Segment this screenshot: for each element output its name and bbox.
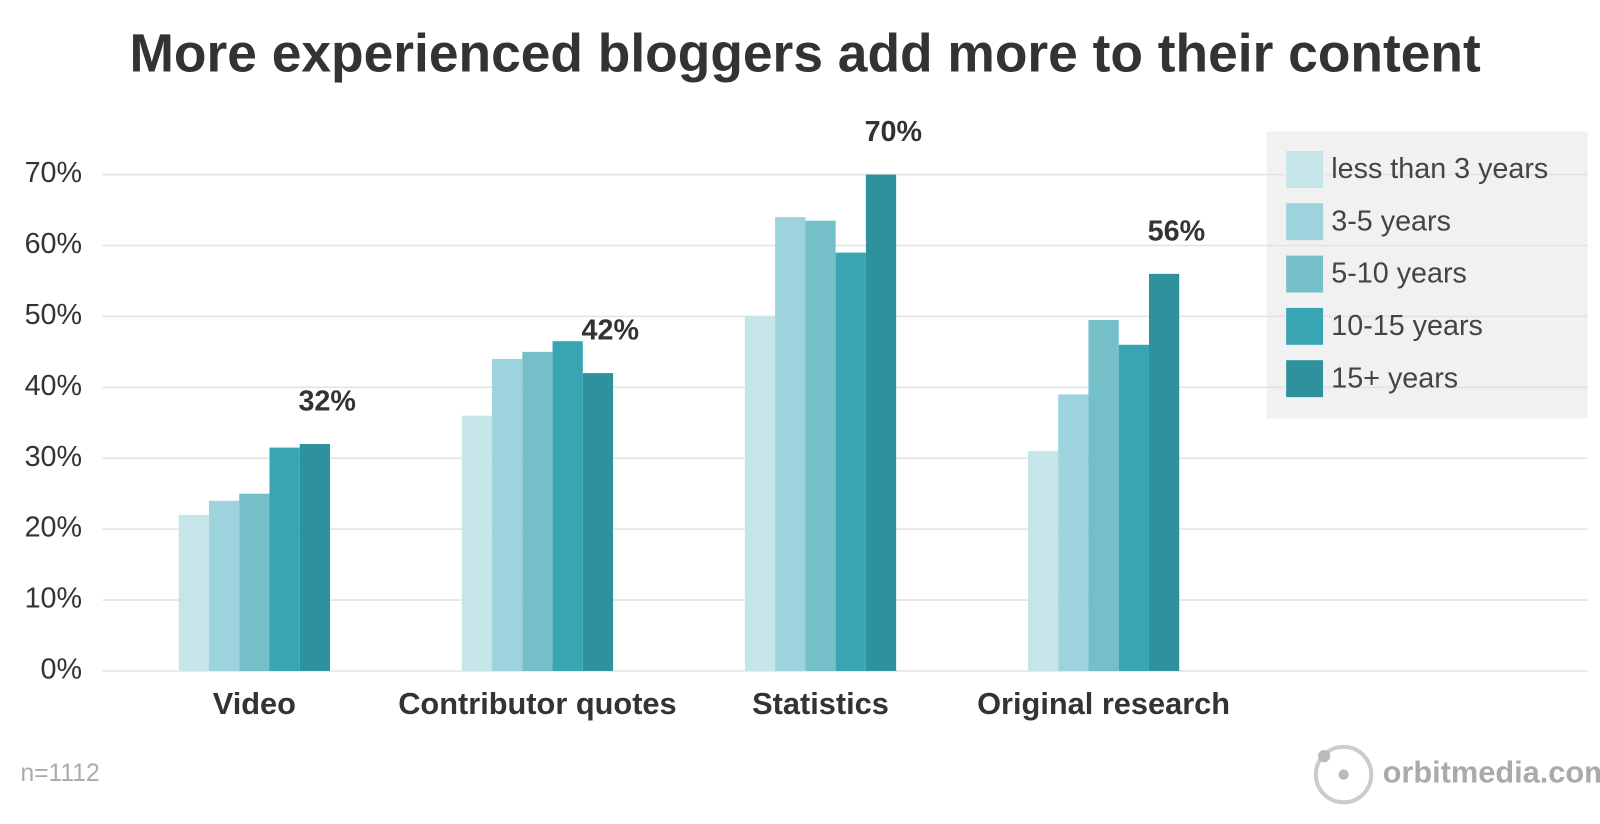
x-tick-label: Statistics bbox=[752, 686, 889, 721]
value-label: 56% bbox=[1148, 215, 1205, 247]
bar bbox=[269, 447, 300, 671]
bar bbox=[239, 493, 270, 671]
bar bbox=[552, 341, 583, 671]
sample-note: n=1112 bbox=[21, 760, 100, 787]
bar bbox=[805, 220, 836, 671]
bar bbox=[522, 351, 553, 671]
y-tick-label: 60% bbox=[25, 228, 82, 260]
y-tick-label: 40% bbox=[25, 370, 82, 402]
x-tick-label: Video bbox=[213, 686, 296, 721]
y-tick-label: 30% bbox=[25, 441, 82, 473]
y-tick-label: 10% bbox=[25, 583, 82, 615]
y-tick-label: 70% bbox=[25, 157, 82, 189]
legend-label: 15+ years bbox=[1331, 362, 1458, 394]
bar bbox=[178, 514, 209, 671]
logo-dot bbox=[1338, 769, 1349, 780]
bar bbox=[835, 252, 866, 671]
legend-label: 10-15 years bbox=[1331, 310, 1483, 342]
legend-swatch bbox=[1286, 203, 1324, 241]
logo-ring bbox=[1313, 744, 1374, 805]
bar bbox=[582, 373, 614, 671]
bar bbox=[208, 500, 240, 671]
bar bbox=[1088, 319, 1119, 671]
legend-swatch bbox=[1286, 150, 1324, 188]
legend-label: 3-5 years bbox=[1331, 205, 1451, 237]
bar bbox=[744, 316, 776, 671]
y-tick-label: 20% bbox=[25, 512, 82, 544]
bar bbox=[865, 174, 897, 671]
bar bbox=[1027, 451, 1059, 671]
x-tick-label: Contributor quotes bbox=[398, 686, 676, 721]
legend-swatch bbox=[1286, 360, 1324, 398]
legend-swatch bbox=[1286, 255, 1324, 293]
bar bbox=[1118, 344, 1149, 671]
bar bbox=[1148, 273, 1180, 671]
legend-swatch bbox=[1286, 307, 1324, 345]
chart-title: More experienced bloggers add more to th… bbox=[130, 25, 1481, 84]
value-label: 42% bbox=[582, 315, 639, 347]
bar bbox=[299, 444, 330, 671]
value-label: 70% bbox=[865, 116, 922, 148]
bar bbox=[492, 358, 523, 671]
y-tick-label: 0% bbox=[41, 654, 83, 686]
bar bbox=[461, 415, 493, 671]
legend-label: 5-10 years bbox=[1331, 258, 1467, 290]
source-logo: orbitmedia.com bbox=[1383, 755, 1600, 790]
bar bbox=[1058, 394, 1089, 671]
x-tick-label: Original research bbox=[977, 686, 1230, 721]
y-tick-label: 50% bbox=[25, 299, 82, 331]
legend-label: less than 3 years bbox=[1331, 153, 1548, 185]
logo-orbit-dot bbox=[1317, 749, 1331, 763]
value-label: 32% bbox=[298, 386, 355, 418]
bar bbox=[775, 217, 806, 671]
